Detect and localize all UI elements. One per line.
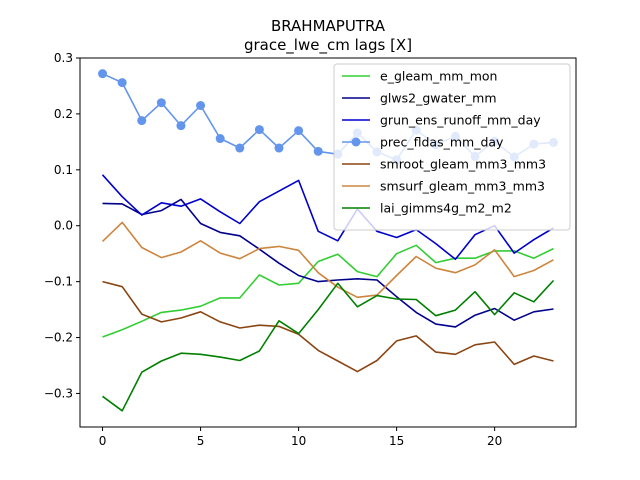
x-tick-label: 0 (99, 434, 107, 448)
legend-label: prec_fldas_mm_day (380, 135, 504, 150)
data-point-prec-fldas-mm-day (294, 126, 304, 136)
series-smroot-gleam-mm3-mm3 (102, 280, 554, 373)
data-point-prec-fldas-mm-day (235, 143, 245, 153)
series-grun-ens-runoff-mm-day (101, 174, 554, 261)
x-tick-label: 10 (291, 434, 306, 448)
legend-label: e_gleam_mm_mon (380, 69, 497, 84)
legend-marker (351, 137, 361, 147)
data-point-prec-fldas-mm-day (274, 143, 284, 153)
data-point-prec-fldas-mm-day (137, 116, 147, 126)
y-tick-label: 0.2 (54, 107, 73, 121)
y-tick-label: −0.2 (44, 331, 73, 345)
series-lai-gimms4g-m2-m2 (102, 279, 555, 412)
legend-item-glws2-gwater-mm: glws2_gwater_mm (342, 91, 497, 106)
legend-item-smroot-gleam-mm3-mm3: smroot_gleam_mm3_mm3 (342, 157, 546, 172)
y-tick-label: 0.0 (54, 219, 73, 233)
x-tick-label: 15 (389, 434, 404, 448)
legend-label: smsurf_gleam_mm3_mm3 (380, 179, 545, 194)
data-point-prec-fldas-mm-day (196, 101, 206, 111)
series-smsurf-gleam-mm3-mm3 (101, 221, 554, 299)
x-tick-label: 20 (487, 434, 502, 448)
legend-item-e-gleam-mm-mon: e_gleam_mm_mon (342, 69, 497, 84)
data-point-prec-fldas-mm-day (176, 121, 186, 131)
legend-label: glws2_gwater_mm (380, 91, 497, 106)
y-tick-label: 0.3 (54, 51, 73, 65)
series-e-gleam-mm-mon (102, 244, 554, 338)
legend-label: lai_gimms4g_m2_m2 (380, 201, 512, 216)
data-point-prec-fldas-mm-day (313, 146, 323, 156)
y-tick-label: −0.3 (44, 386, 73, 400)
y-tick-label: −0.1 (44, 275, 73, 289)
chart-subtitle: grace_lwe_cm lags [X] (244, 36, 412, 55)
legend-item-lai-gimms4g-m2-m2: lai_gimms4g_m2_m2 (342, 201, 512, 216)
series-line-lai-gimms4g-m2-m2 (102, 279, 555, 412)
chart-title: BRAHMAPUTRA (271, 17, 386, 35)
legend-item-smsurf-gleam-mm3-mm3: smsurf_gleam_mm3_mm3 (342, 179, 545, 194)
data-point-prec-fldas-mm-day (156, 98, 166, 108)
data-point-prec-fldas-mm-day (98, 69, 108, 79)
y-axis-ticks: −0.3 −0.2 −0.1 0.0 0.1 0.2 0.3 (44, 51, 80, 400)
legend-box (333, 63, 571, 231)
series-line-smsurf-gleam-mm3-mm3 (101, 221, 554, 299)
series-line-grun-ens-runoff-mm-day (101, 174, 554, 261)
legend-item-prec-fldas-mm-day: prec_fldas_mm_day (342, 135, 504, 150)
data-point-prec-fldas-mm-day (117, 78, 127, 88)
x-axis-ticks: 0 5 10 15 20 (99, 427, 502, 448)
data-point-prec-fldas-mm-day (254, 125, 264, 135)
legend-label: smroot_gleam_mm3_mm3 (380, 157, 546, 172)
legend: e_gleam_mm_mon glws2_gwater_mm grun_ens_ru… (333, 63, 571, 231)
legend-label: grun_ens_runoff_mm_day (380, 113, 541, 128)
x-tick-label: 5 (197, 434, 205, 448)
series-line-e-gleam-mm-mon (102, 244, 554, 338)
legend-item-grun-ens-runoff-mm-day: grun_ens_runoff_mm_day (342, 113, 541, 128)
y-tick-label: 0.1 (54, 163, 73, 177)
plot-area-frame (79, 57, 577, 428)
series-line-smroot-gleam-mm3-mm3 (102, 280, 554, 373)
data-point-prec-fldas-mm-day (215, 134, 225, 144)
